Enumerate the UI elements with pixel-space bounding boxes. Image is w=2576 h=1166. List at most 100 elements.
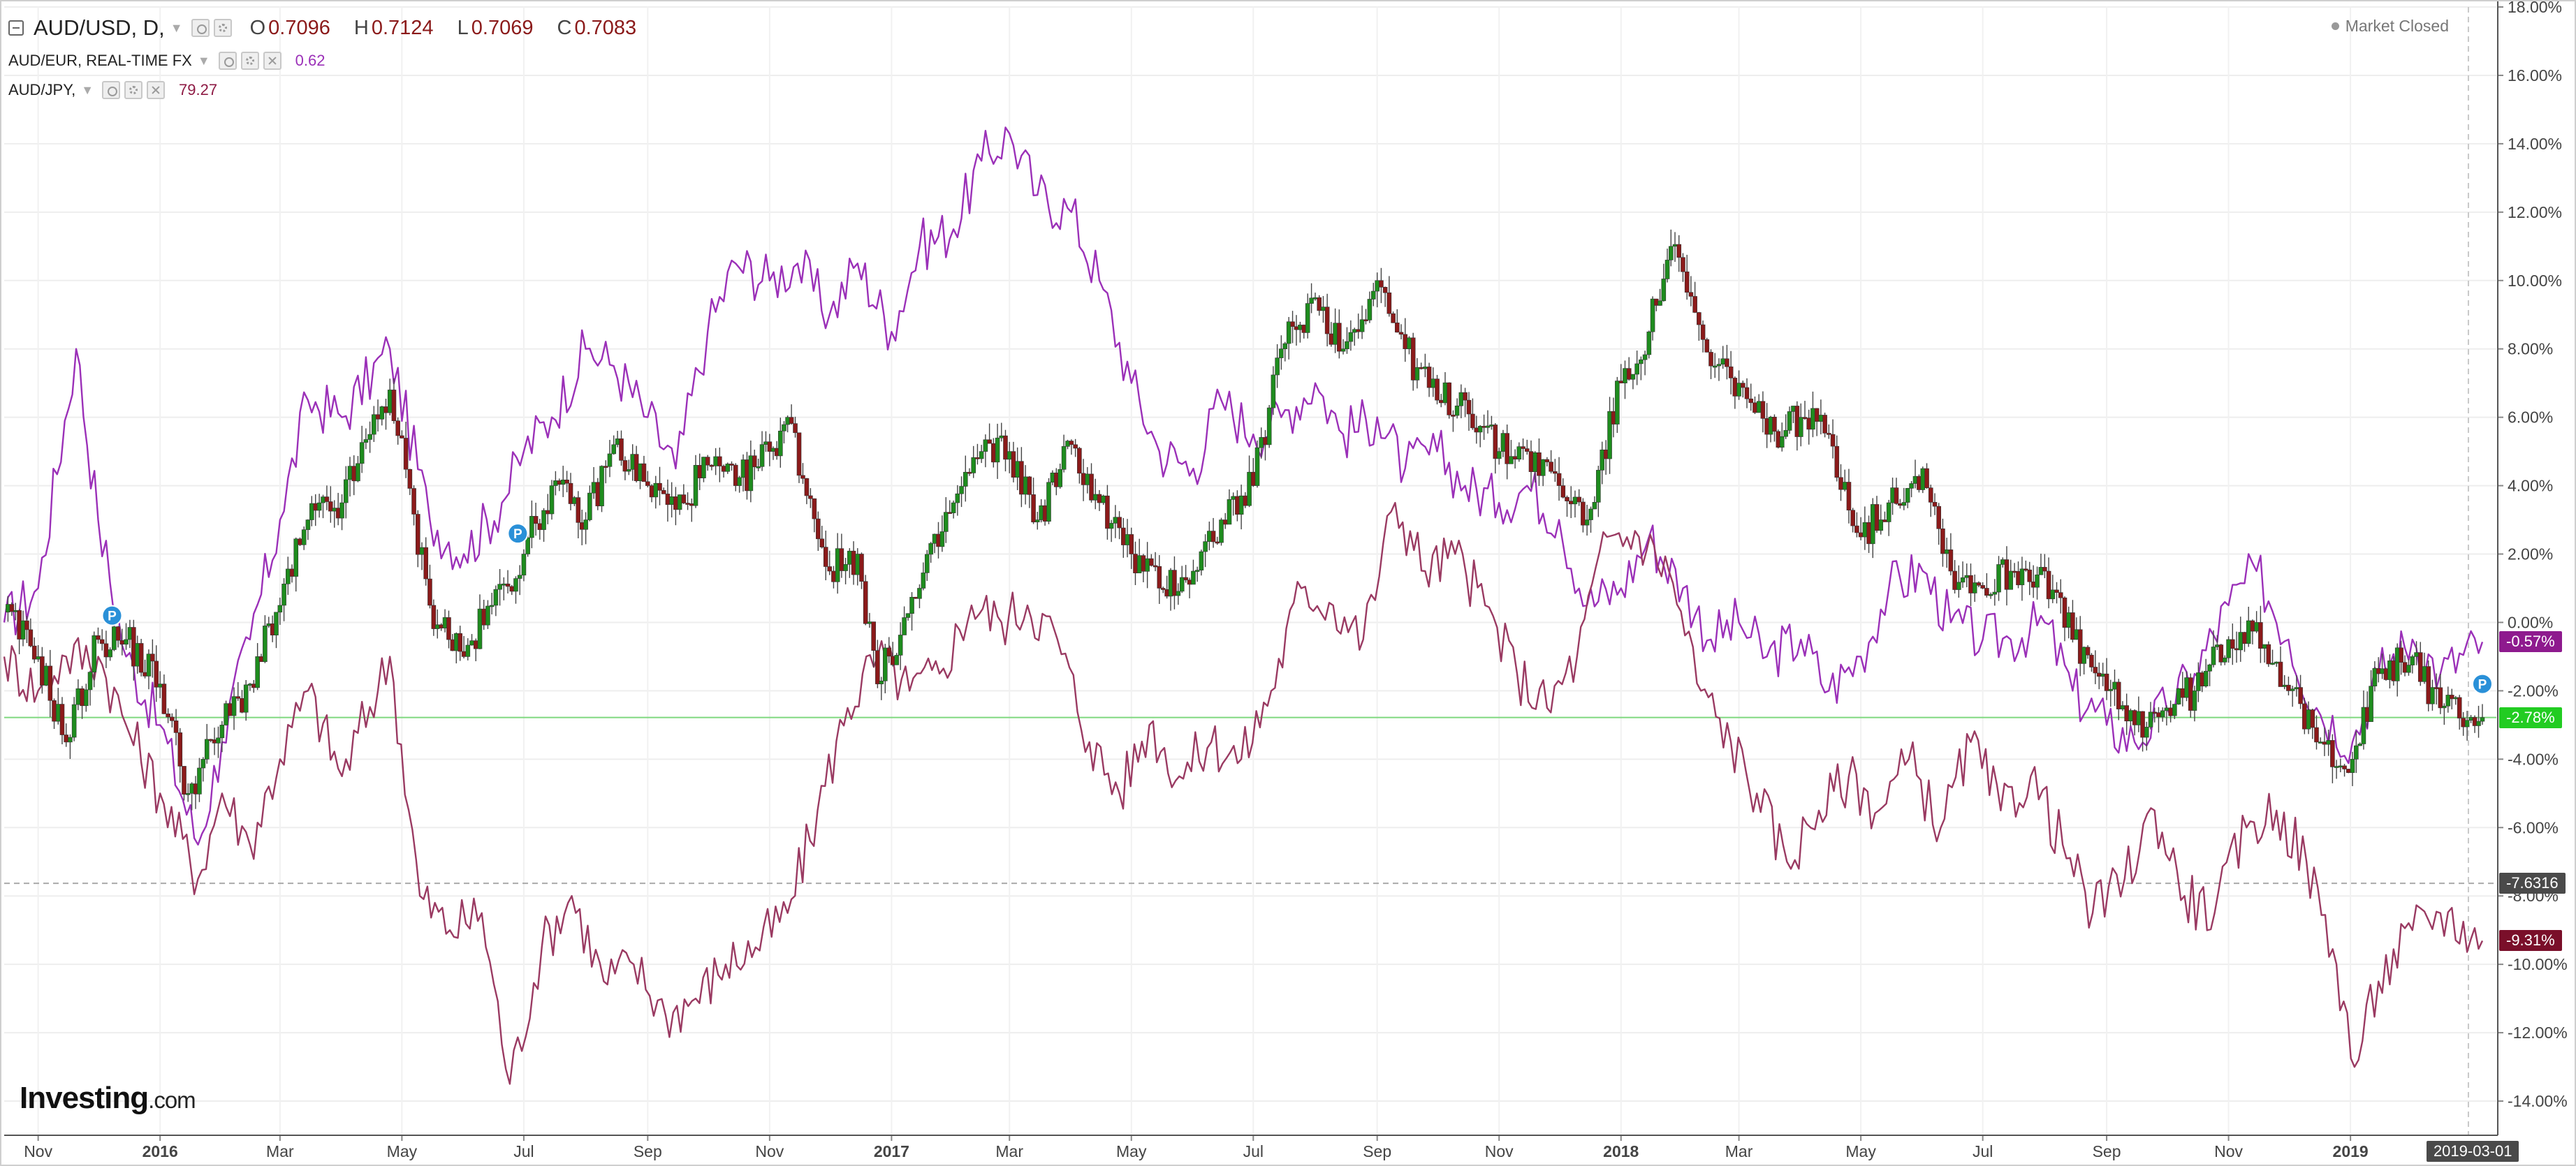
- candle-body: [1222, 519, 1228, 525]
- x-tick-label: Mar: [995, 1142, 1023, 1160]
- candle-body: [1007, 451, 1012, 460]
- audeur-price-tag: -0.57%: [2499, 631, 2562, 653]
- candle-body: [713, 456, 718, 466]
- candle-body: [2046, 570, 2051, 600]
- candle-body: [591, 482, 597, 494]
- candle-body: [453, 633, 459, 651]
- candle-body: [615, 438, 620, 445]
- candle-body: [1862, 522, 1868, 538]
- candle-body: [529, 516, 534, 538]
- candle-body: [634, 454, 639, 482]
- candle-body: [208, 739, 213, 741]
- candle-body: [725, 464, 731, 472]
- candle-body: [2066, 612, 2071, 628]
- high-value: 0.7124: [371, 16, 434, 39]
- close-icon[interactable]: [147, 81, 166, 99]
- chevron-down-icon[interactable]: ▼: [197, 53, 210, 68]
- candle-body: [84, 689, 89, 707]
- candle-body: [1367, 299, 1373, 320]
- candle-body: [197, 767, 202, 795]
- x-tick-label: Jul: [1243, 1142, 1264, 1160]
- candle-body: [446, 617, 451, 640]
- candle-body: [1626, 368, 1632, 380]
- eye-icon[interactable]: [191, 19, 210, 37]
- candle-body: [2226, 639, 2231, 658]
- candle-body: [335, 508, 341, 519]
- candle-body: [2203, 670, 2209, 687]
- candle-body: [1447, 382, 1451, 415]
- close-icon[interactable]: [263, 52, 281, 70]
- candle-body: [363, 439, 369, 443]
- candle-body: [947, 512, 952, 514]
- candle-body: [1152, 565, 1158, 568]
- gear-icon[interactable]: [213, 19, 232, 37]
- candle-body: [1324, 307, 1330, 334]
- candle-body: [1359, 319, 1365, 332]
- candle-body: [1481, 426, 1486, 428]
- event-marker-circle: [507, 523, 529, 545]
- candle-body: [2274, 661, 2279, 664]
- candle-body: [595, 482, 601, 507]
- candle-body: [395, 420, 400, 436]
- candle-body: [756, 466, 761, 468]
- candle-body: [1783, 430, 1788, 437]
- candle-body: [1121, 527, 1126, 545]
- main-symbol[interactable]: AUD/USD, D,: [34, 15, 165, 40]
- candle-body: [517, 575, 522, 579]
- eye-icon[interactable]: [218, 52, 237, 70]
- candle-body: [1646, 331, 1652, 355]
- candle-body: [224, 703, 228, 725]
- candle-body: [1532, 452, 1538, 472]
- candle-body: [882, 647, 888, 681]
- x-tick-label: Nov: [2214, 1142, 2243, 1160]
- candle-body: [1454, 405, 1460, 416]
- candle-body: [1435, 378, 1440, 401]
- candle-body: [928, 543, 933, 555]
- candle-body: [212, 739, 217, 744]
- candle-body: [645, 481, 650, 486]
- candle-body: [1301, 325, 1307, 333]
- candle-body: [1760, 401, 1766, 419]
- collapse-icon[interactable]: [8, 20, 24, 36]
- candle-body: [1247, 471, 1252, 506]
- candle-body: [2062, 597, 2068, 628]
- candle-body: [450, 639, 455, 651]
- brand-logo[interactable]: Investing.com: [20, 1081, 196, 1116]
- candle-body: [2372, 667, 2378, 687]
- candle-body: [2136, 711, 2142, 725]
- candle-body: [1089, 473, 1094, 501]
- gear-icon[interactable]: [240, 52, 259, 70]
- chevron-down-icon[interactable]: ▼: [81, 82, 94, 97]
- x-tick-label: 2019: [2333, 1142, 2369, 1160]
- candle-body: [1623, 368, 1627, 383]
- gear-icon[interactable]: [124, 81, 143, 99]
- candle-body: [936, 533, 941, 547]
- candle-body: [1466, 399, 1472, 415]
- candle-body: [1537, 452, 1542, 476]
- chevron-down-icon[interactable]: ▼: [170, 20, 183, 35]
- candle-body: [630, 454, 636, 470]
- candle-body: [434, 624, 440, 629]
- audeur-symbol[interactable]: AUD/EUR, REAL-TIME FX: [8, 52, 192, 69]
- candle-body: [812, 498, 817, 519]
- candle-body: [240, 698, 244, 713]
- candle-body: [68, 737, 73, 743]
- candle-body: [347, 466, 353, 480]
- candle-body: [131, 627, 136, 667]
- audjpy-symbol[interactable]: AUD/JPY,: [8, 81, 76, 98]
- candle-body: [1321, 307, 1326, 311]
- y-tick-label: -2.00%: [2508, 681, 2559, 700]
- candle-body: [108, 649, 112, 658]
- candle-body: [1207, 531, 1212, 542]
- high-label: H: [353, 16, 369, 39]
- eye-icon[interactable]: [102, 81, 121, 99]
- candle-body: [1668, 246, 1674, 260]
- candle-body: [1219, 519, 1224, 543]
- candle-body: [1312, 297, 1318, 300]
- candle-body: [427, 578, 432, 606]
- candle-body: [1077, 448, 1082, 474]
- candle-body: [729, 464, 734, 466]
- candle-body: [177, 732, 183, 767]
- series-line-audeur: [3, 126, 2484, 846]
